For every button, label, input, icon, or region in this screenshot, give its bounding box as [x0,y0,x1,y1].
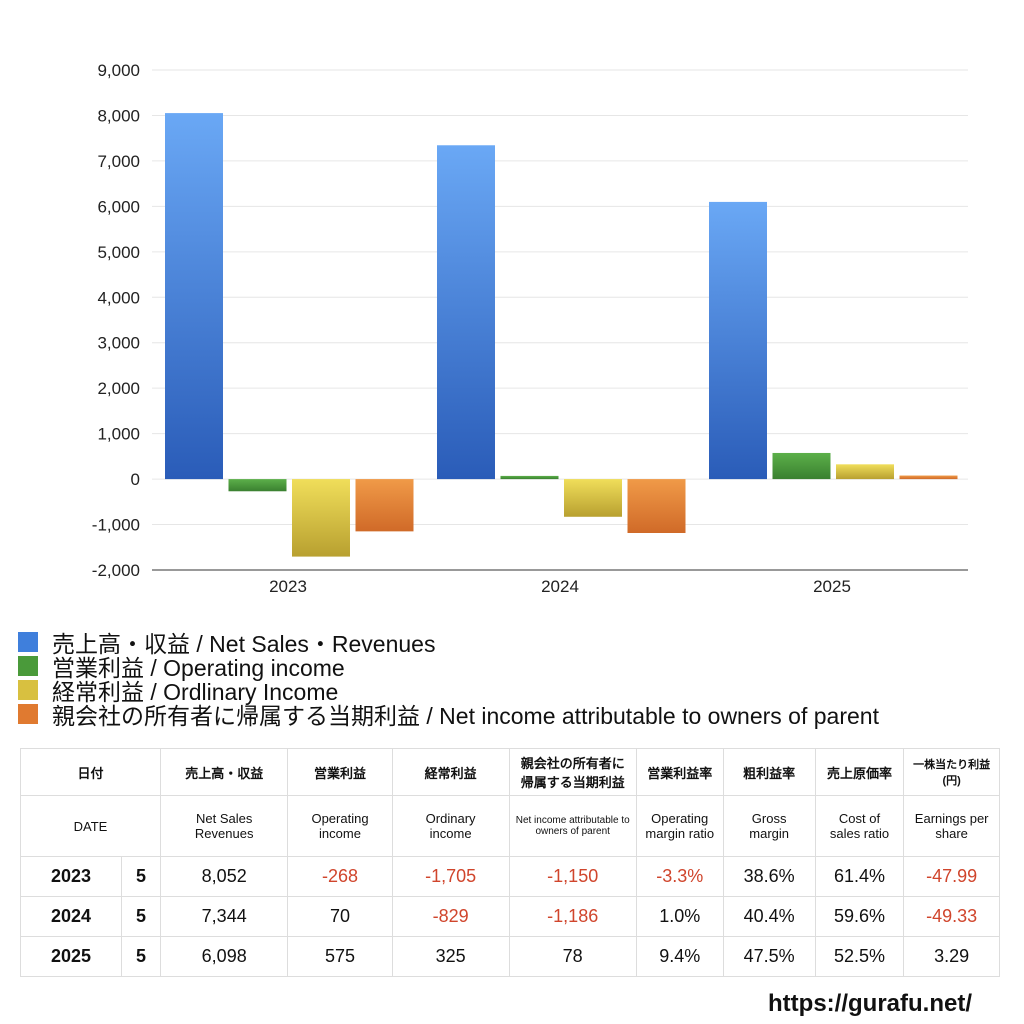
table-cell: 9.4% [635,936,724,977]
y-tick-label: -1,000 [92,516,140,535]
header-cell: 営業利益率 [635,748,724,796]
table-cell: 78 [508,936,637,977]
header-cell: Cost of sales ratio [814,795,905,857]
legend-label: 経常利益 / Ordlinary Income [52,679,339,705]
header-cell: Gross margin [722,795,816,857]
table-cell: 2025 [20,936,122,977]
header-cell: Ordinary income [391,795,510,857]
table-cell: -49.33 [903,896,1000,937]
y-tick-label: -2,000 [92,561,140,580]
y-tick-label: 8,000 [97,106,140,125]
legend-item: 売上高・収益 / Net Sales・Revenues [18,630,879,657]
table-cell: -1,150 [508,856,637,897]
legend: 売上高・収益 / Net Sales・Revenues 営業利益 / Opera… [18,630,879,729]
header-cell: 経常利益 [391,748,510,796]
y-tick-label: 7,000 [97,152,140,171]
header-cell: 日付 [20,748,161,796]
financial-table: 日付 売上高・収益 営業利益 経常利益 親会社の所有者に帰属する当期利益 営業利… [20,748,1000,977]
table-cell: 5 [121,936,161,977]
header-cell: 売上高・収益 [159,748,289,796]
table-cell: 575 [287,936,393,977]
y-tick-label: 1,000 [97,425,140,444]
table-cell: 6,098 [159,936,289,977]
table-cell: 5 [121,896,161,937]
legend-label: 売上高・収益 / Net Sales・Revenues [52,631,436,657]
table-cell: 8,052 [159,856,289,897]
legend-item: 親会社の所有者に帰属する当期利益 / Net income attributab… [18,702,879,729]
header-cell: 親会社の所有者に帰属する当期利益 [508,748,637,796]
header-cell: 粗利益率 [722,748,816,796]
header-cell: 一株当たり利益(円) [903,748,1000,796]
bar-2023-series-3 [355,479,414,532]
table-cell: -3.3% [635,856,724,897]
bar-2025-series-0 [709,201,767,480]
table-row: 2025 5 6,098 575 325 78 9.4% 47.5% 52.5% 3.29 [20,936,1000,977]
table-cell: 5 [121,856,161,897]
table-cell: -1,705 [391,856,510,897]
table-cell: 1.0% [635,896,724,937]
x-tick-label: 2023 [269,577,307,596]
bar-chart: 9,000 8,000 7,000 6,000 5,000 4,000 3,000 2,000… [92,61,968,596]
legend-item: 営業利益 / Operating income [18,654,879,681]
y-tick-label: 3,000 [97,334,140,353]
bar-2024-series-1 [500,475,559,480]
header-cell: DATE [20,795,161,857]
bar-2025-series-3 [899,475,958,480]
table-cell: 40.4% [722,896,816,937]
table-cell: 70 [287,896,393,937]
y-tick-label: 0 [131,470,140,489]
table-cell: 2024 [20,896,122,937]
table-cell: 325 [391,936,510,977]
bar-2025-series-2 [836,464,894,480]
table-cell: -829 [391,896,510,937]
table-cell: -268 [287,856,393,897]
x-tick-label: 2025 [813,577,851,596]
table-cell: 3.29 [903,936,1000,977]
bar-2024-series-3 [627,479,686,533]
table-cell: 47.5% [722,936,816,977]
header-cell: Operating income [287,795,393,857]
y-tick-label: 9,000 [97,61,140,80]
x-tick-label: 2024 [541,577,579,596]
table-cell: -47.99 [903,856,1000,897]
legend-item: 経常利益 / Ordlinary Income [18,678,879,705]
header-cell: 営業利益 [287,748,393,796]
table-cell: 59.6% [814,896,905,937]
bar-2024-series-2 [564,479,622,517]
header-cell: Net income attributable to owners of par… [508,795,637,857]
legend-label: 営業利益 / Operating income [52,655,345,681]
header-cell: Net Sales Revenues [159,795,289,857]
table-cell: 7,344 [159,896,289,937]
y-tick-label: 2,000 [97,379,140,398]
y-tick-label: 4,000 [97,288,140,307]
table-row: 2023 5 8,052 -268 -1,705 -1,150 -3.3% 38.6% 61.4… [20,856,1000,897]
header-row-en: DATE Net Sales Revenues Operating income… [20,795,1000,857]
legend-label: 親会社の所有者に帰属する当期利益 / Net income attributab… [52,703,879,729]
table-cell: 38.6% [722,856,816,897]
table-row: 2024 5 7,344 70 -829 -1,186 1.0% 40.4% 59.6% -49.… [20,896,1000,937]
header-row-ja: 日付 売上高・収益 営業利益 経常利益 親会社の所有者に帰属する当期利益 営業利… [20,748,1000,796]
bar-2023-series-2 [292,479,350,557]
y-tick-label: 5,000 [97,243,140,262]
site-url[interactable]: https://gurafu.net/ [768,990,972,1017]
bar-2024-series-0 [437,145,495,480]
bar-2023-series-1 [228,479,287,492]
bar-2025-series-1 [772,452,831,480]
header-cell: 売上原価率 [814,748,905,796]
header-cell: Earnings per share [903,795,1000,857]
bar-2023-series-0 [165,113,223,480]
table-cell: -1,186 [508,896,637,937]
y-tick-label: 6,000 [97,197,140,216]
table-cell: 2023 [20,856,122,897]
table-cell: 61.4% [814,856,905,897]
table-cell: 52.5% [814,936,905,977]
header-cell: Operating margin ratio [635,795,724,857]
